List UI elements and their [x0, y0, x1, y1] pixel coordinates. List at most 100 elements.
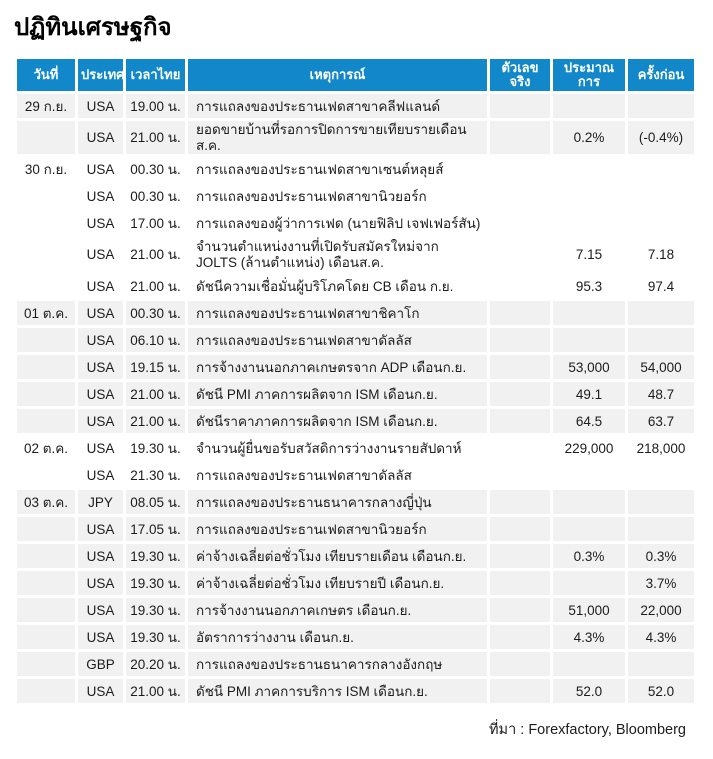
cell-forecast: 7.15 [553, 238, 625, 272]
economic-calendar-page: ปฏิทินเศรษฐกิจ วันที่ ประเทศ เวลาไทย เหตุกา… [14, 14, 694, 738]
cell-time: 21.30 น. [126, 463, 185, 488]
table-row: USA 21.00 น. จำนวนตำแหน่งงานที่เปิดรับสมัค… [17, 238, 694, 272]
cell-forecast [553, 157, 625, 182]
cell-event: ค่าจ้างเฉลี่ยต่อชั่วโมง เทียบรายปี เดือน… [188, 571, 487, 596]
cell-actual [490, 184, 550, 209]
column-header-country: ประเทศ [78, 58, 124, 92]
cell-previous: (-0.4%) [628, 121, 694, 155]
cell-country: USA [78, 463, 123, 488]
cell-forecast [553, 463, 625, 488]
cell-country: USA [78, 274, 123, 299]
cell-actual [490, 625, 550, 650]
table-row: USA 17.00 น. การแถลงของผู้ว่าการเฟด (นายฟิ… [17, 211, 694, 236]
cell-time: 06.10 น. [126, 328, 185, 353]
cell-event: การแถลงของประธานเฟดสาขาชิคาโก [188, 301, 487, 326]
cell-date [17, 463, 75, 488]
cell-event: การแถลงของประธานเฟดสาขาคลีฟแลนด์ [188, 94, 487, 119]
cell-actual [490, 409, 550, 434]
cell-actual [490, 517, 550, 542]
cell-date [17, 355, 75, 380]
table-row: USA 19.30 น. ค่าจ้างเฉลี่ยต่อชั่วโมง เทียบ… [17, 544, 694, 569]
cell-event: จำนวนผู้ยื่นขอรับสวัสดิการว่างงานรายสัปด… [188, 436, 487, 461]
cell-previous: 52.0 [628, 679, 694, 704]
cell-previous: 54,000 [628, 355, 694, 380]
table-row: USA 21.00 น. ยอดขายบ้านที่รอการปิดการขายเท… [17, 121, 694, 155]
cell-time: 17.00 น. [126, 211, 185, 236]
cell-date [17, 184, 75, 209]
cell-time: 00.30 น. [126, 157, 185, 182]
cell-forecast [553, 184, 625, 209]
column-header-actual: ตัวเลขจริง [490, 58, 550, 92]
cell-time: 21.00 น. [126, 238, 185, 272]
cell-time: 21.00 น. [126, 382, 185, 407]
cell-time: 21.00 น. [126, 274, 185, 299]
cell-date [17, 274, 75, 299]
table-row: USA 21.00 น. ดัชนี PMI ภาคการบริการ ISM เด… [17, 679, 694, 704]
cell-forecast: 53,000 [553, 355, 625, 380]
cell-previous: 218,000 [628, 436, 694, 461]
cell-actual [490, 355, 550, 380]
cell-country: JPY [78, 490, 123, 515]
cell-forecast: 4.3% [553, 625, 625, 650]
cell-previous [628, 301, 694, 326]
cell-forecast [553, 517, 625, 542]
cell-previous [628, 517, 694, 542]
cell-time: 17.05 น. [126, 517, 185, 542]
table-row: 03 ต.ค. JPY 08.05 น. การแถลงของประธานธนาคาร… [17, 490, 694, 515]
cell-forecast: 64.5 [553, 409, 625, 434]
cell-previous [628, 94, 694, 119]
cell-country: USA [78, 436, 123, 461]
table-row: USA 06.10 น. การแถลงของประธานเฟดสาขาดัลลัส [17, 328, 694, 353]
cell-time: 21.00 น. [126, 679, 185, 704]
table-row: USA 21.00 น. ดัชนี PMI ภาคการผลิตจาก ISM เ… [17, 382, 694, 407]
cell-time: 19.30 น. [126, 436, 185, 461]
cell-date [17, 409, 75, 434]
cell-time: 21.00 น. [126, 121, 185, 155]
cell-time: 21.00 น. [126, 409, 185, 434]
cell-time: 19.30 น. [126, 544, 185, 569]
column-header-event: เหตุการณ์ [188, 58, 487, 92]
cell-event: ยอดขายบ้านที่รอการปิดการขายเทียบรายเดือน… [188, 121, 487, 155]
cell-actual [490, 571, 550, 596]
cell-time: 19.30 น. [126, 598, 185, 623]
cell-event: การจ้างงานนอกภาคเกษตรจาก ADP เดือนก.ย. [188, 355, 487, 380]
cell-country: USA [78, 382, 123, 407]
cell-date: 30 ก.ย. [17, 157, 75, 182]
cell-event: ดัชนี PMI ภาคการบริการ ISM เดือนก.ย. [188, 679, 487, 704]
cell-actual [490, 382, 550, 407]
table-row: USA 19.30 น. การจ้างงานนอกภาคเกษตร เดือนก.… [17, 598, 694, 623]
table-row: USA 19.30 น. อัตราการว่างงาน เดือนก.ย. 4.3%… [17, 625, 694, 650]
table-header-row: วันที่ ประเทศ เวลาไทย เหตุการณ์ ตัวเลขจริง ปร… [17, 58, 694, 92]
table-row: 02 ต.ค. USA 19.30 น. จำนวนผู้ยื่นขอรับสวัสด… [17, 436, 694, 461]
cell-actual [490, 238, 550, 272]
cell-event: การแถลงของประธานเฟดสาขาดัลลัส [188, 463, 487, 488]
cell-actual [490, 328, 550, 353]
cell-actual [490, 463, 550, 488]
cell-country: USA [78, 301, 123, 326]
table-row: USA 21.30 น. การแถลงของประธานเฟดสาขาดัลลัส [17, 463, 694, 488]
table-row: USA 19.15 น. การจ้างงานนอกภาคเกษตรจาก ADP … [17, 355, 694, 380]
cell-time: 19.30 น. [126, 625, 185, 650]
cell-previous: 3.7% [628, 571, 694, 596]
table-row: USA 19.30 น. ค่าจ้างเฉลี่ยต่อชั่วโมง เทียบ… [17, 571, 694, 596]
cell-event: การจ้างงานนอกภาคเกษตร เดือนก.ย. [188, 598, 487, 623]
cell-time: 19.15 น. [126, 355, 185, 380]
cell-previous [628, 184, 694, 209]
cell-previous: 4.3% [628, 625, 694, 650]
cell-date [17, 382, 75, 407]
cell-actual [490, 94, 550, 119]
cell-forecast [553, 490, 625, 515]
cell-event: ดัชนีความเชื่อมั่นผู้บริโภคโดย CB เดือน … [188, 274, 487, 299]
page-title: ปฏิทินเศรษฐกิจ [14, 14, 172, 41]
table-row: 30 ก.ย. USA 00.30 น. การแถลงของประธานเฟดสาข… [17, 157, 694, 182]
cell-event: ดัชนีราคาภาคการผลิตจาก ISM เดือนก.ย. [188, 409, 487, 434]
table-row: 29 ก.ย. USA 19.00 น. การแถลงของประธานเฟดสาข… [17, 94, 694, 119]
cell-actual [490, 598, 550, 623]
cell-event: การแถลงของประธานเฟดสาขาเซนต์หลุยส์ [188, 157, 487, 182]
cell-forecast: 51,000 [553, 598, 625, 623]
cell-date [17, 238, 75, 272]
cell-country: USA [78, 625, 123, 650]
table-body: 29 ก.ย. USA 19.00 น. การแถลงของประธานเฟดสาข… [17, 94, 694, 704]
cell-time: 00.30 น. [126, 184, 185, 209]
cell-actual [490, 211, 550, 236]
